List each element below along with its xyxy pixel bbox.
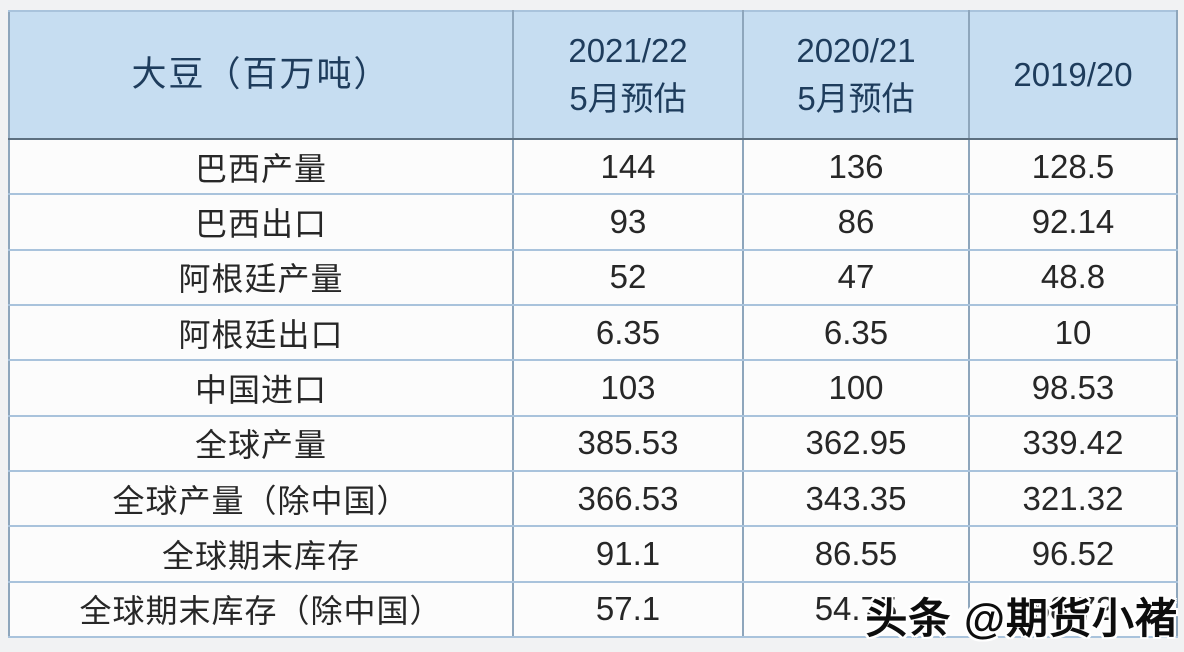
column-header-estimate: 5月预估 — [797, 80, 915, 117]
cell-value: 103 — [512, 359, 744, 417]
cell-value: 92.14 — [968, 193, 1178, 251]
cell-value: 321.32 — [968, 469, 1178, 528]
cell-value: 362.95 — [742, 414, 970, 472]
table-row-world-ending-stocks: 全球期末库存 91.1 86.55 96.52 — [8, 525, 1178, 583]
row-label: 全球产量（除中国） — [8, 469, 514, 528]
cell-value: 6.35 — [512, 303, 744, 362]
table-row-world-ending-stocks-ex-china: 全球期末库存（除中国） 57.1 54.75 58.72 — [8, 580, 1178, 639]
table-body: 巴西产量 144 136 128.5 巴西出口 93 86 92.14 阿根廷产… — [8, 137, 1178, 639]
cell-value: 47 — [742, 248, 970, 306]
column-header-year: 2021/22 — [568, 32, 688, 70]
table-row-world-production-ex-china: 全球产量（除中国） 366.53 343.35 321.32 — [8, 469, 1178, 528]
cell-value: 54.75 — [742, 580, 970, 639]
row-label: 全球产量 — [8, 414, 514, 472]
row-label: 全球期末库存（除中国） — [8, 580, 514, 639]
table-row-brazil-production: 巴西产量 144 136 128.5 — [8, 137, 1178, 196]
cell-value: 385.53 — [512, 414, 744, 472]
column-header-year: 2019/20 — [1013, 56, 1133, 94]
cell-value: 339.42 — [968, 414, 1178, 472]
column-header-year: 2020/21 — [796, 32, 916, 70]
cell-value: 100 — [742, 359, 970, 417]
table-row-brazil-exports: 巴西出口 93 86 92.14 — [8, 193, 1178, 251]
cell-value: 52 — [512, 248, 744, 306]
cell-value: 57.1 — [512, 580, 744, 639]
table-row-argentina-production: 阿根廷产量 52 47 48.8 — [8, 248, 1178, 306]
cell-value: 86.55 — [742, 525, 970, 583]
cell-value: 6.35 — [742, 303, 970, 362]
cell-value: 144 — [512, 137, 744, 196]
column-header-2020-21: 2020/21 5月预估 — [742, 10, 970, 140]
table-title-cell: 大豆（百万吨） — [8, 10, 514, 140]
table-header: 大豆（百万吨） 2021/22 5月预估 2020/21 5月预估 2019/2… — [8, 10, 1178, 140]
cell-value: 136 — [742, 137, 970, 196]
row-label: 全球期末库存 — [8, 525, 514, 583]
header-row: 大豆（百万吨） 2021/22 5月预估 2020/21 5月预估 2019/2… — [8, 10, 1178, 140]
soybean-data-table: 大豆（百万吨） 2021/22 5月预估 2020/21 5月预估 2019/2… — [8, 10, 1178, 639]
cell-value: 366.53 — [512, 469, 744, 528]
row-label: 阿根廷出口 — [8, 303, 514, 362]
row-label: 巴西出口 — [8, 193, 514, 251]
cell-value: 10 — [968, 303, 1178, 362]
column-header-2019-20: 2019/20 — [968, 10, 1178, 140]
cell-value: 96.52 — [968, 525, 1178, 583]
cell-value: 91.1 — [512, 525, 744, 583]
cell-value: 128.5 — [968, 137, 1178, 196]
cell-value: 48.8 — [968, 248, 1178, 306]
cell-value: 93 — [512, 193, 744, 251]
row-label: 巴西产量 — [8, 137, 514, 196]
cell-value: 343.35 — [742, 469, 970, 528]
table-row-world-production: 全球产量 385.53 362.95 339.42 — [8, 414, 1178, 472]
column-header-estimate: 5月预估 — [569, 80, 687, 117]
cell-value: 86 — [742, 193, 970, 251]
table-row-china-imports: 中国进口 103 100 98.53 — [8, 359, 1178, 417]
column-header-2021-22: 2021/22 5月预估 — [512, 10, 744, 140]
cell-value: 98.53 — [968, 359, 1178, 417]
row-label: 阿根廷产量 — [8, 248, 514, 306]
watermark: 头条 @期货小褚 — [865, 595, 1178, 642]
cell-value: 58.72 — [968, 580, 1178, 639]
row-label: 中国进口 — [8, 359, 514, 417]
table-row-argentina-exports: 阿根廷出口 6.35 6.35 10 — [8, 303, 1178, 362]
